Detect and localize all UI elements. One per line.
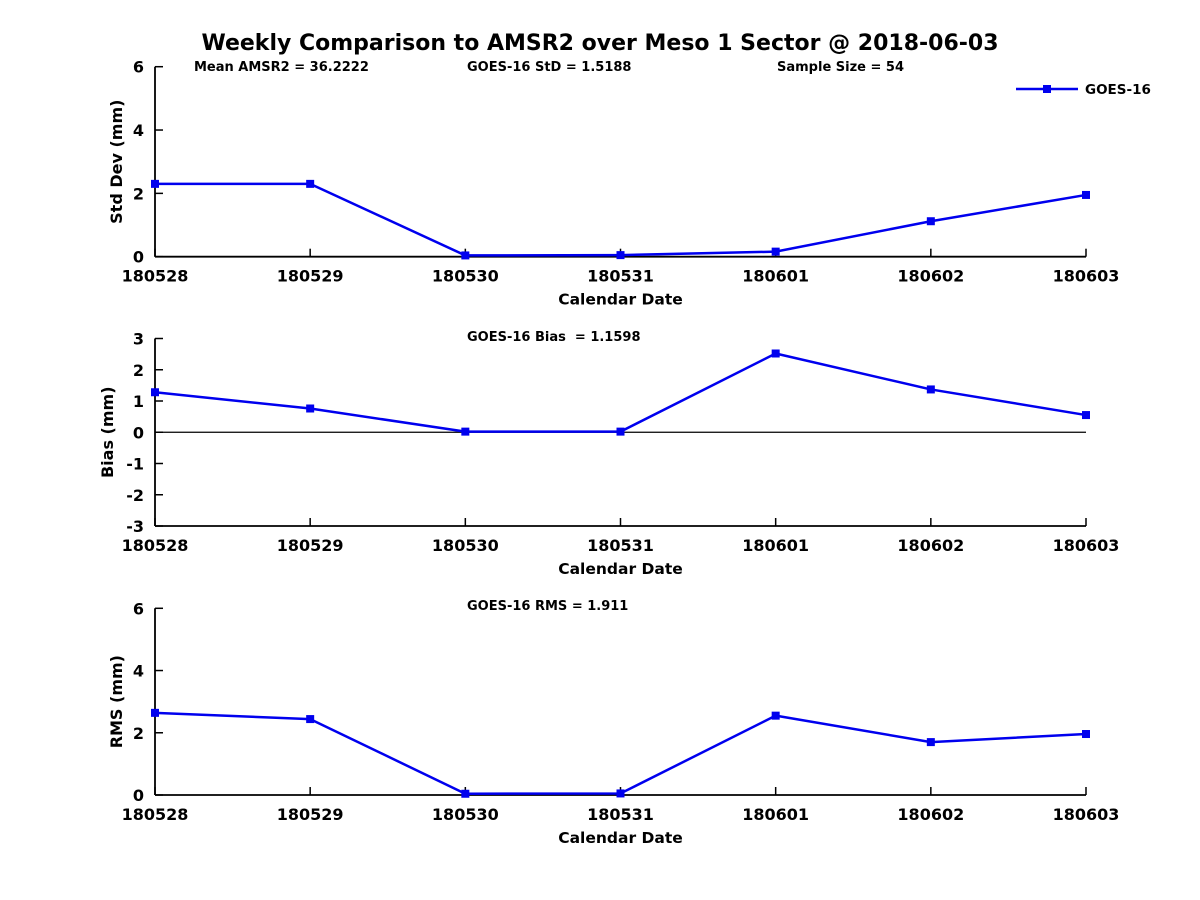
data-point-marker	[151, 708, 159, 717]
subplot-std-dev-mm: 0 2 4 6 180528 180529 180530 180531 180601 180602…	[107, 58, 1151, 309]
stat-annotation: Sample Size = 54	[777, 60, 904, 75]
data-point-marker	[1082, 730, 1090, 739]
data-line	[155, 182, 1087, 257]
x-tick-label: 180601	[742, 536, 809, 555]
data-point-marker	[1082, 411, 1090, 420]
y-tick-label: 2	[133, 724, 144, 743]
data-point-marker	[926, 385, 935, 394]
subplot-bias-mm: -3 -2 -1 0 1 2 3 180528 180529 180530 180531 180601…	[98, 330, 1119, 579]
y-axis-label: RMS (mm)	[107, 655, 126, 748]
x-tick-label: 180531	[587, 536, 654, 555]
stat-annotation: GOES-16 RMS = 1.911	[467, 599, 628, 614]
data-point-marker	[306, 715, 315, 724]
y-tick-label: 0	[133, 786, 144, 805]
data-point-marker	[616, 251, 625, 260]
x-tick-label: 180528	[122, 805, 189, 824]
x-tick-label: 180529	[277, 805, 344, 824]
legend: GOES-16	[1016, 82, 1151, 98]
y-tick-label: 0	[133, 423, 144, 442]
data-point-marker	[771, 247, 780, 256]
x-tick-label: 180602	[897, 267, 964, 286]
x-tick-label: 180603	[1053, 805, 1120, 824]
data-line	[154, 352, 1087, 433]
y-tick-label: 6	[133, 58, 144, 77]
stat-annotation: GOES-16 StD = 1.5188	[467, 60, 631, 75]
x-tick-label: 180530	[432, 805, 499, 824]
y-tick-label: -3	[126, 517, 144, 536]
data-point-marker	[771, 349, 780, 358]
y-tick-label: -1	[126, 455, 144, 474]
stat-annotation: Mean AMSR2 = 36.2222	[194, 60, 369, 75]
y-axis-label: Std Dev (mm)	[107, 100, 126, 224]
data-point-marker	[461, 427, 470, 436]
y-tick-label: 4	[133, 662, 144, 681]
x-tick-label: 180529	[277, 267, 344, 286]
x-axis-label: Calendar Date	[558, 829, 683, 847]
data-point-marker	[461, 251, 470, 260]
x-tick-label: 180529	[277, 536, 344, 555]
y-tick-label: -2	[126, 486, 144, 505]
y-tick-label: 2	[133, 361, 144, 380]
data-point-marker	[461, 789, 470, 798]
x-tick-label: 180601	[742, 267, 809, 286]
data-point-marker	[616, 427, 625, 436]
x-tick-label: 180602	[897, 805, 964, 824]
y-tick-label: 3	[133, 330, 144, 349]
x-tick-label: 180601	[742, 805, 809, 824]
data-line	[154, 711, 1087, 796]
data-point-marker	[926, 217, 935, 226]
x-tick-label: 180603	[1053, 267, 1120, 286]
legend-label: GOES-16	[1085, 82, 1151, 98]
y-tick-label: 6	[133, 599, 144, 618]
subplot-rms-mm: 0 2 4 6 180528 180529 180530 180531 180601 180602…	[107, 599, 1119, 847]
x-tick-label: 180602	[897, 536, 964, 555]
data-point-marker	[926, 738, 935, 747]
x-tick-label: 180603	[1053, 536, 1120, 555]
y-tick-label: 4	[133, 121, 144, 140]
data-point-marker	[1082, 190, 1090, 199]
x-tick-label: 180528	[122, 536, 189, 555]
data-point-marker	[771, 711, 780, 720]
stat-annotation: GOES-16 Bias = 1.1598	[467, 330, 641, 345]
y-tick-label: 2	[133, 184, 144, 203]
x-tick-label: 180530	[432, 536, 499, 555]
chart-title: Weekly Comparison to AMSR2 over Meso 1 S…	[201, 31, 999, 56]
data-point-marker	[306, 404, 315, 413]
x-tick-label: 180531	[587, 267, 654, 286]
y-tick-label: 1	[133, 392, 144, 411]
x-axis-label: Calendar Date	[558, 560, 683, 578]
legend-marker	[1043, 85, 1051, 93]
data-point-marker	[151, 179, 159, 188]
x-axis-label: Calendar Date	[558, 291, 683, 309]
y-axis-label: Bias (mm)	[98, 386, 117, 478]
x-tick-label: 180530	[432, 267, 499, 286]
data-point-marker	[151, 388, 159, 397]
x-tick-label: 180528	[122, 267, 189, 286]
x-tick-label: 180531	[587, 805, 654, 824]
y-tick-label: 0	[133, 248, 144, 267]
data-point-marker	[616, 789, 625, 798]
data-point-marker	[306, 179, 315, 188]
